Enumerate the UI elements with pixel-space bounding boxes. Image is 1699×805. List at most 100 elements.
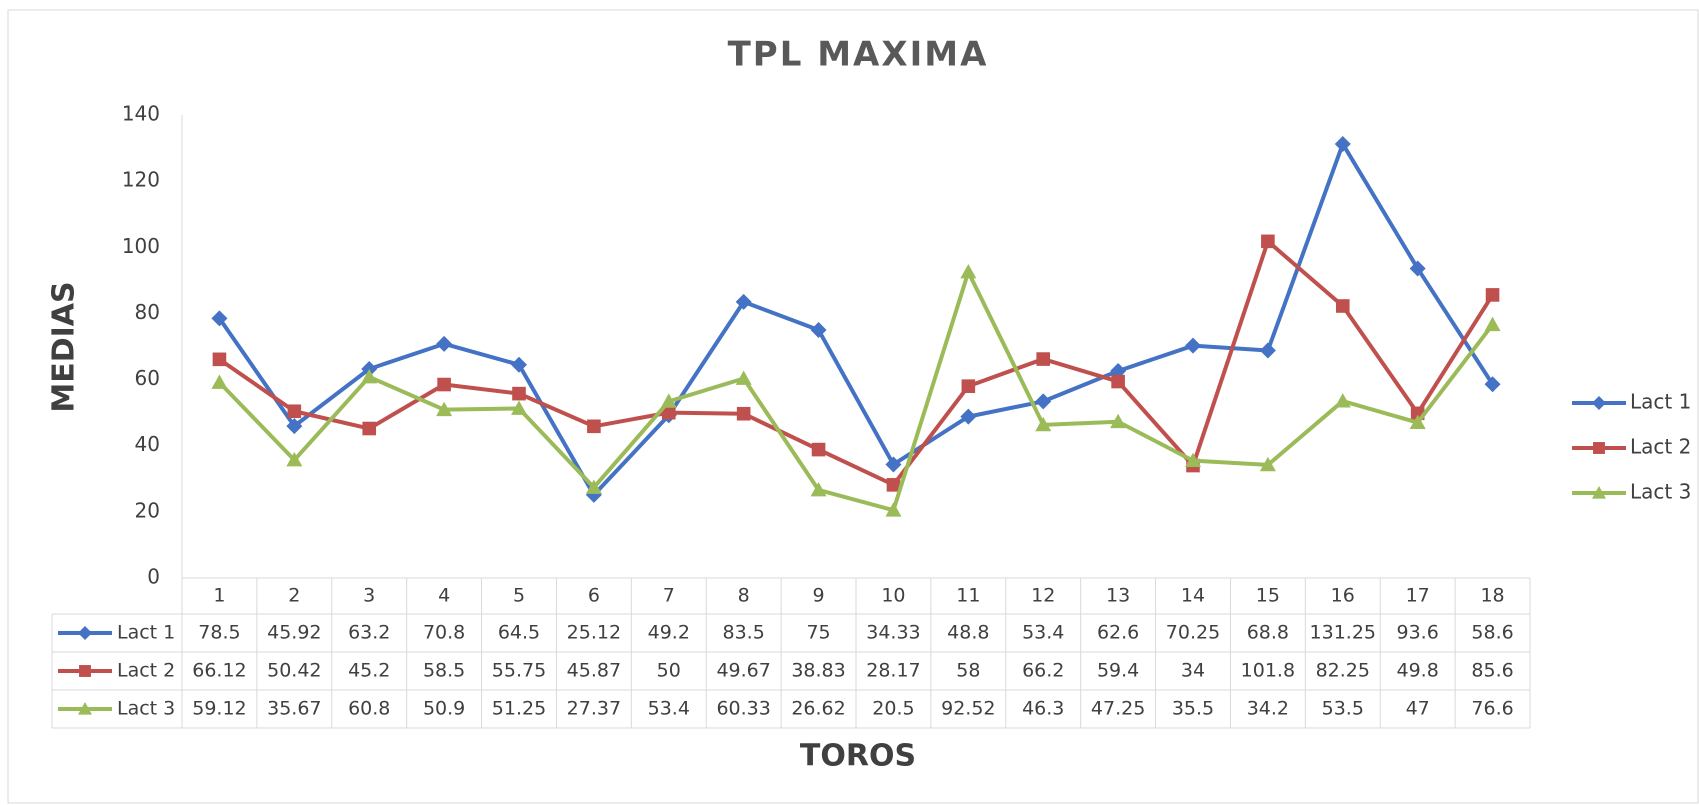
x-tick-label: 10 [881, 585, 905, 607]
data-point [661, 405, 676, 420]
data-point [886, 478, 901, 492]
table-cell: 50.42 [267, 660, 321, 682]
data-point [660, 393, 677, 408]
table-cell: 45.87 [567, 660, 621, 682]
table-cell: 66.12 [192, 660, 246, 682]
table-cell: 34 [1181, 660, 1205, 682]
data-point [811, 442, 826, 457]
data-point [1409, 414, 1426, 429]
data-point [436, 335, 453, 352]
data-point [1185, 452, 1201, 467]
table-cell: 55.75 [492, 660, 546, 682]
data-point [736, 406, 751, 421]
data-point [735, 293, 752, 310]
table-key-marker [79, 665, 91, 677]
table-key-marker [78, 702, 92, 715]
table-cell: 85.6 [1471, 660, 1513, 682]
data-point [585, 479, 602, 494]
legend-label: Lact 1 [1630, 390, 1691, 414]
x-tick-label: 11 [956, 585, 980, 607]
data-point [810, 481, 827, 497]
legend-label: Lact 3 [1630, 480, 1691, 504]
data-point [1334, 135, 1351, 152]
table-cell: 59.12 [192, 698, 246, 720]
y-tick-label: 120 [122, 168, 160, 192]
y-tick-label: 0 [147, 565, 160, 589]
data-point [587, 419, 601, 434]
table-cell: 131.25 [1310, 622, 1376, 644]
x-tick-label: 16 [1331, 585, 1355, 607]
table-cell: 20.5 [872, 698, 914, 720]
table-cell: 75 [806, 622, 830, 644]
table-cell: 46.3 [1022, 698, 1064, 720]
data-point [961, 379, 976, 393]
chart-title: TPL MAXIMA [728, 35, 989, 75]
table-cell: 58 [956, 660, 980, 682]
data-point [1111, 374, 1125, 389]
data-point [1409, 260, 1426, 277]
x-tick-label: 1 [213, 585, 225, 607]
table-cell: 48.8 [947, 622, 989, 644]
table-cell: 82.25 [1316, 660, 1370, 682]
x-tick-label: 17 [1406, 585, 1430, 607]
legend-marker [1592, 396, 1606, 410]
table-cell: 59.4 [1097, 660, 1139, 682]
x-tick-label: 7 [663, 585, 675, 607]
table-cell: 50.9 [423, 698, 465, 720]
data-point [885, 502, 902, 517]
data-point [212, 352, 227, 367]
table-cell: 35.5 [1172, 698, 1214, 720]
x-tick-label: 9 [813, 585, 825, 607]
data-point [1110, 413, 1127, 429]
data-point [960, 408, 977, 425]
x-tick-label: 14 [1181, 585, 1205, 607]
table-cell: 68.8 [1247, 622, 1289, 644]
series-line [218, 239, 1495, 487]
table-cell: 70.25 [1166, 622, 1220, 644]
table-cell: 58.6 [1471, 622, 1513, 644]
y-tick-label: 100 [122, 234, 160, 258]
x-tick-label: 6 [588, 585, 600, 607]
data-point [511, 400, 527, 415]
x-tick-label: 5 [513, 585, 525, 607]
table-cell: 35.67 [267, 698, 321, 720]
table-cell: 51.25 [492, 698, 546, 720]
legend-label: Lact 2 [1630, 435, 1691, 459]
chart-border [7, 9, 1699, 804]
data-point [1035, 416, 1052, 432]
data-point [362, 421, 377, 436]
data-point [286, 452, 303, 467]
table-cell: 60.8 [348, 698, 390, 720]
table-cell: 27.37 [567, 698, 621, 720]
data-point [1335, 299, 1350, 313]
table-cell: 45.92 [267, 622, 321, 644]
data-point [810, 321, 827, 338]
table-cell: 53.5 [1322, 698, 1364, 720]
data-point [1259, 456, 1276, 472]
data-point [211, 310, 228, 327]
table-cell: 70.8 [423, 622, 465, 644]
x-tick-label: 12 [1031, 585, 1055, 607]
data-point [436, 401, 453, 417]
data-point [1484, 316, 1501, 332]
y-tick-label: 140 [122, 102, 160, 126]
table-cell: 28.17 [866, 660, 920, 682]
x-tick-label: 3 [363, 585, 375, 607]
y-tick-label: 40 [135, 432, 160, 456]
table-cell: 62.6 [1097, 622, 1139, 644]
x-tick-label: 15 [1256, 585, 1280, 607]
table-cell: 49.2 [648, 622, 690, 644]
table-cell: 38.83 [791, 660, 845, 682]
data-point [1484, 376, 1501, 393]
table-cell: 49.67 [716, 660, 770, 682]
y-axis-title: MEDIAS [47, 281, 82, 412]
data-point [361, 368, 378, 384]
data-point [211, 374, 228, 389]
data-point [511, 356, 527, 373]
series-line [218, 270, 1495, 513]
y-tick-label: 20 [135, 498, 160, 522]
x-tick-label: 8 [738, 585, 750, 607]
data-point [287, 404, 302, 419]
table-cell: 53.4 [1022, 622, 1064, 644]
